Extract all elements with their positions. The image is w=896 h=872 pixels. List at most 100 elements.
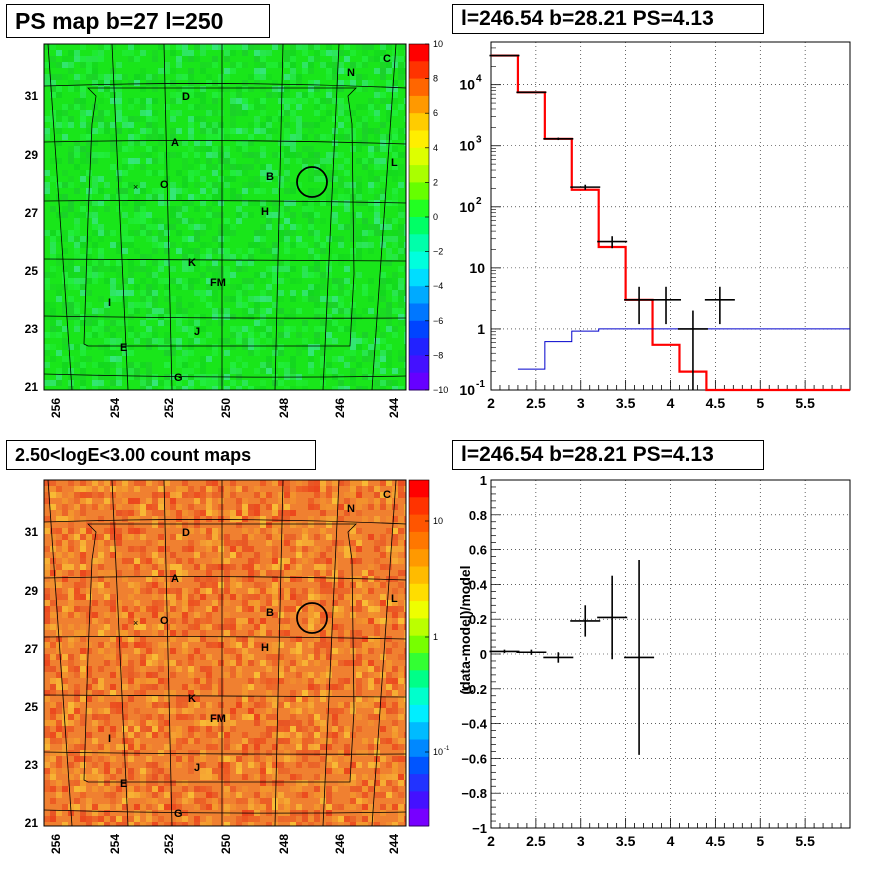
count-map-colorbar-segment (409, 514, 429, 533)
ps-map-colorbar-segment (409, 78, 429, 97)
ps-map-source-marker: N (347, 67, 355, 79)
count-map-lon-line (111, 479, 129, 827)
ps-map-cross-marker: × (133, 182, 138, 192)
count-map-lat-line (43, 694, 407, 698)
count-map-source-marker: L (391, 593, 398, 605)
count-map-survey-outline (83, 523, 357, 783)
count-map-source-marker: G (174, 808, 183, 820)
ps-map-x-tick-label: 246 (333, 398, 347, 418)
ps-map-colorbar-segment (409, 355, 429, 374)
count-map-y-tick-label: 27 (25, 642, 39, 656)
count-map-y-tick-label: 29 (25, 584, 39, 598)
ps-map-source-marker: K (188, 257, 196, 269)
ps-map-x-tick-label: 254 (108, 398, 122, 418)
ps-map-colorbar-segment (409, 338, 429, 356)
residual-grid (491, 480, 850, 828)
ps-map-colorbar-segment (409, 113, 429, 131)
spectrum-y-tick-label: 1 (477, 321, 485, 337)
count-map-lon-line (322, 479, 340, 827)
count-map-colorbar-exponent: -1 (444, 746, 450, 752)
residual-y-tick-label: −0.6 (461, 751, 487, 766)
ps-map-source-marker: L (391, 157, 398, 169)
count-map-colorbar-frame (408, 479, 430, 827)
count-map-colorbar-segment (409, 687, 429, 706)
residual-y-tick-label: 1 (480, 473, 487, 488)
ps-map-colorbar-label: −10 (433, 385, 448, 395)
ps-map-lon-line (322, 43, 340, 391)
ps-map-source-marker: D (182, 91, 190, 103)
residual-x-tick-label: 3 (577, 833, 585, 849)
spectrum-y-tick-exponent: -1 (476, 379, 485, 390)
ps-map-source-marker: E (120, 342, 127, 354)
spectrum-x-tick-label: 5.5 (795, 395, 815, 411)
count-map-colorbar-segment (409, 739, 429, 758)
ps-map-y-tick-label: 21 (25, 380, 39, 394)
ps-map-survey-outline (83, 87, 357, 347)
count-map-lon-line (371, 479, 397, 827)
count-map-colorbar-segment (409, 774, 429, 792)
count-map-colorbar-label: 1 (433, 632, 438, 642)
ps-map-source-marker: A (171, 137, 179, 149)
ps-map-colorbar-label: −2 (433, 247, 443, 257)
ps-map-y-tick-label: 23 (25, 322, 39, 336)
count-map-colorbar-segment (409, 722, 429, 740)
spectrum-x-tick-label: 4.5 (706, 395, 726, 411)
ps-map-background (44, 44, 406, 390)
count-map-source-marker: K (188, 693, 196, 705)
count-map-colorbar-segment (409, 497, 429, 516)
residual-title: l=246.54 b=28.21 PS=4.13 (452, 440, 764, 470)
count-map-source-marker: D (182, 527, 190, 539)
residual-y-axis-label: (data-model)/model (457, 565, 473, 694)
count-map-y-tick-label: 25 (25, 700, 39, 714)
residual-x-tick-label: 2.5 (526, 833, 546, 849)
count-map-x-tick-label: 244 (387, 834, 401, 854)
ps-map-colorbar-segment (409, 303, 429, 322)
ps-map-source-marker: C (383, 53, 391, 65)
ps-map-colorbar-label: 4 (433, 143, 438, 153)
ps-map-lon-line (47, 43, 73, 391)
ps-map-lon-line (111, 43, 129, 391)
ps-map-colorbar-segment (409, 61, 429, 80)
ps-map-colorbar-segment (409, 320, 429, 339)
ps-map-lon-line (274, 43, 284, 391)
ps-map-y-tick-label: 29 (25, 148, 39, 162)
count-map-source-marker: A (171, 573, 179, 585)
count-map-colorbar-segment (409, 531, 429, 550)
count-map-x-tick-label: 246 (333, 834, 347, 854)
count-map-x-tick-label: 252 (162, 834, 176, 854)
count-map-y-tick-label: 21 (25, 816, 39, 830)
ps-map-colorbar-segment (409, 268, 429, 287)
spectrum-y-tick-label: 10 (469, 260, 485, 276)
ps-map-x-tick-label: 244 (387, 398, 401, 418)
count-map-colorbar-segment (409, 549, 429, 567)
count-map-source-marker: FM (210, 713, 226, 725)
ps-map-colorbar-segment (409, 217, 429, 235)
residual-panel: 2 2.5 3 3.5 4 4.5 5 5.5 1 0.8 0.6 0.4 0.2 0 −0.2 −0.4 −0… (457, 473, 851, 849)
ps-map-source-marker: O (160, 179, 169, 191)
count-map-colorbar-segment (409, 808, 429, 827)
count-map-x-tick-label: 256 (49, 834, 63, 854)
count-map-coordinate-grid (43, 479, 407, 827)
ps-map-colorbar-segment (409, 251, 429, 270)
count-map-source-marker: C (383, 489, 391, 501)
count-map-x-tick-label: 248 (277, 834, 291, 854)
residual-y-tick-label: −0.8 (461, 786, 487, 801)
ps-map-y-tick-label: 31 (25, 89, 39, 103)
count-map-source-marker: O (160, 615, 169, 627)
count-map-colorbar-segment (409, 635, 429, 654)
spectrum-y-tick-label: 10 (459, 199, 475, 215)
count-map-source-marker: H (261, 642, 269, 654)
ps-map-colorbar-segment (409, 199, 429, 218)
count-map-colorbar-segment (409, 566, 429, 585)
ps-map-colorbar-segment (409, 165, 429, 183)
ps-map-y-tick-label: 25 (25, 264, 39, 278)
residual-y-tick-label: 0 (480, 647, 487, 662)
ps-map-colorbar-label: 2 (433, 177, 438, 187)
residual-y-tick-label: 0.2 (469, 612, 487, 627)
ps-map-source-marker: H (261, 206, 269, 218)
ps-map-colorbar-label: 10 (433, 39, 443, 49)
count-map-lon-line (47, 479, 73, 827)
count-map-colorbar-segment (409, 704, 429, 723)
